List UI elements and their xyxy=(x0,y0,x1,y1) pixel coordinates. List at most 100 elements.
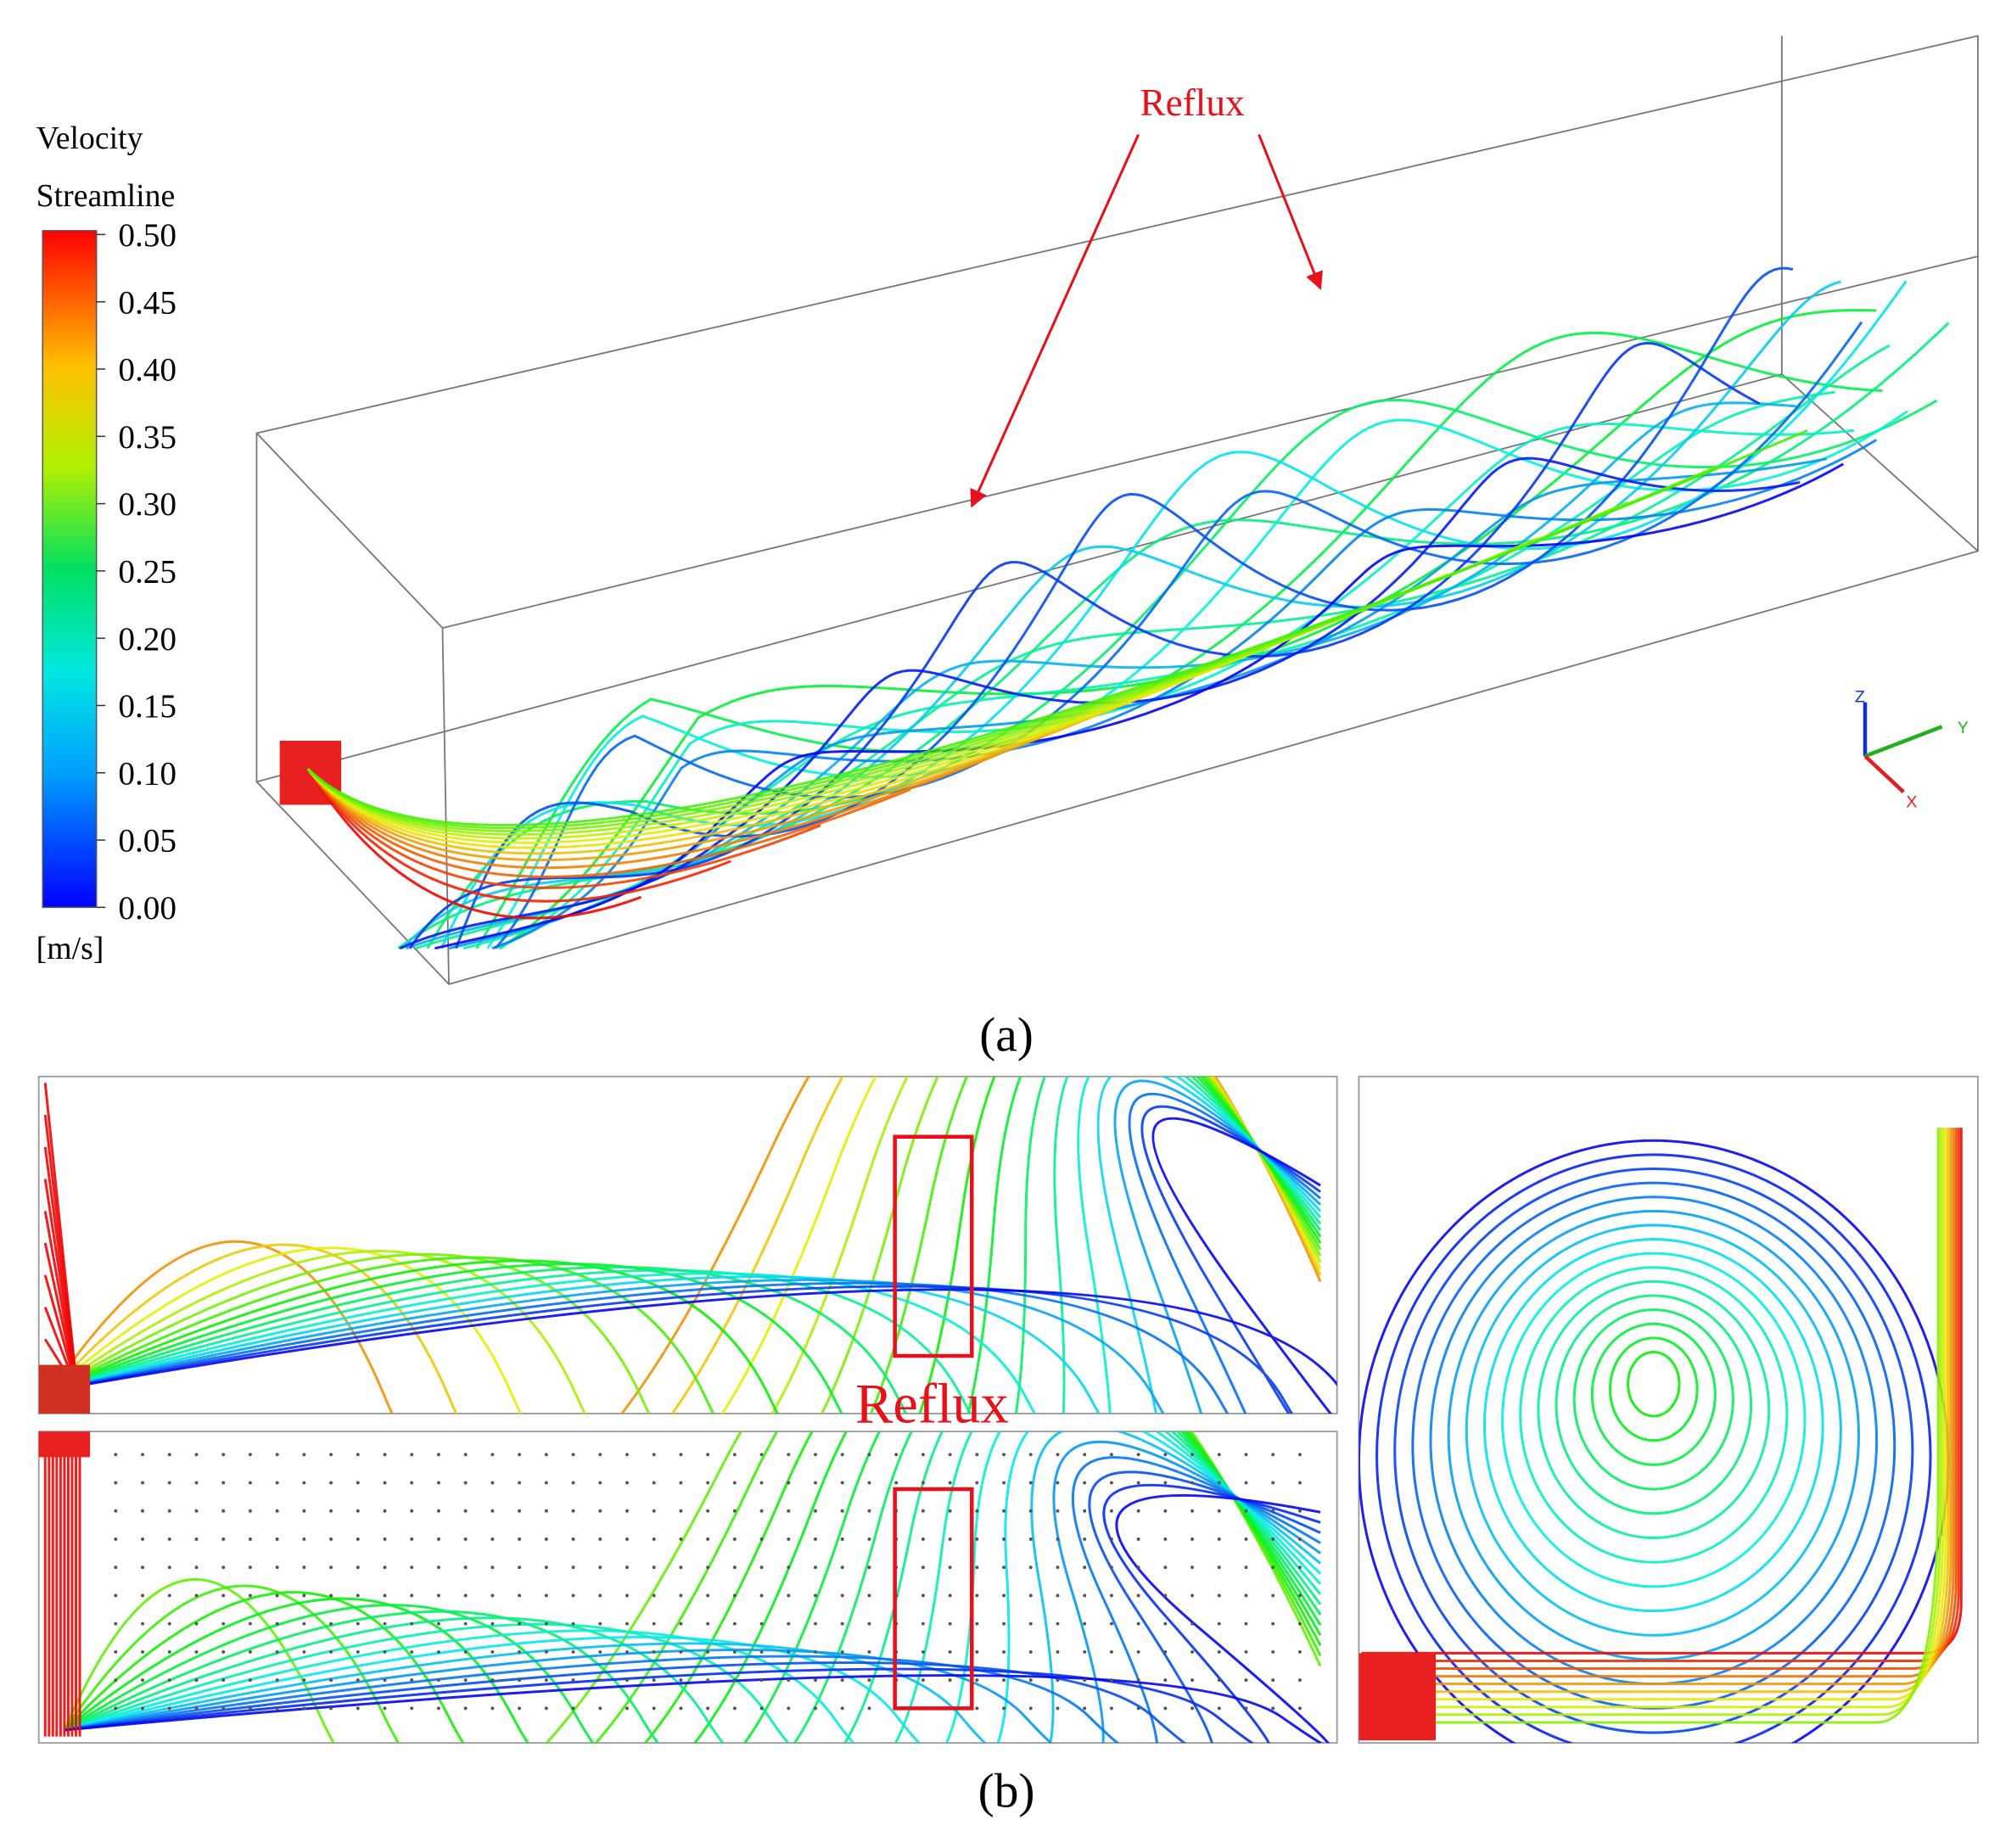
hole xyxy=(141,1565,145,1570)
hole xyxy=(410,1453,414,1457)
tick-label: 0.35 xyxy=(118,419,176,456)
hole xyxy=(1190,1537,1195,1541)
hole xyxy=(275,1537,279,1541)
hole xyxy=(759,1565,764,1570)
hole xyxy=(652,1678,656,1683)
hole xyxy=(625,1678,629,1683)
hole xyxy=(436,1537,440,1541)
colorbar xyxy=(42,230,98,909)
hole xyxy=(1002,1481,1006,1485)
hole xyxy=(1109,1706,1113,1711)
hole xyxy=(518,1481,522,1485)
hole xyxy=(1297,1481,1302,1485)
hole xyxy=(759,1453,764,1457)
hole xyxy=(571,1649,575,1654)
hole xyxy=(221,1678,226,1683)
hole xyxy=(1002,1537,1006,1541)
hole xyxy=(410,1565,414,1570)
streamline xyxy=(1361,1128,1960,1662)
hole xyxy=(679,1481,683,1485)
hole xyxy=(894,1481,899,1485)
hole xyxy=(356,1509,360,1513)
hole xyxy=(1163,1537,1168,1541)
hole xyxy=(302,1621,306,1626)
hole xyxy=(329,1537,333,1541)
hole xyxy=(518,1453,522,1457)
streamline xyxy=(64,1431,1322,1744)
hole xyxy=(598,1678,602,1683)
hole xyxy=(436,1649,440,1654)
hole xyxy=(463,1565,468,1570)
hole xyxy=(1271,1481,1275,1485)
streamline xyxy=(51,1076,1322,1414)
hole xyxy=(1083,1509,1087,1513)
hole xyxy=(356,1565,360,1570)
hole xyxy=(1271,1453,1275,1457)
hole xyxy=(518,1678,522,1683)
streamline xyxy=(1519,1266,1789,1564)
hole xyxy=(921,1678,925,1683)
streamline xyxy=(1361,1128,1950,1694)
hole xyxy=(1136,1537,1140,1541)
hole xyxy=(167,1678,171,1683)
hole xyxy=(1163,1706,1168,1711)
streamline xyxy=(51,1079,1322,1414)
hole xyxy=(732,1706,737,1711)
hole xyxy=(975,1706,979,1711)
hole xyxy=(814,1509,817,1513)
hole xyxy=(490,1593,495,1598)
hole xyxy=(787,1706,791,1711)
hole xyxy=(814,1593,817,1598)
hole xyxy=(652,1621,656,1626)
streamline xyxy=(50,1076,1322,1414)
hole xyxy=(732,1509,737,1513)
hole xyxy=(867,1593,871,1598)
hole xyxy=(759,1706,764,1711)
streamline xyxy=(306,752,1001,870)
streamline xyxy=(1537,1280,1771,1539)
hole xyxy=(787,1537,791,1541)
hole xyxy=(1163,1565,1168,1570)
hole xyxy=(329,1593,333,1598)
hole xyxy=(867,1706,871,1711)
streamline xyxy=(491,439,1878,950)
hole xyxy=(598,1593,602,1598)
hole xyxy=(571,1678,575,1683)
hole xyxy=(436,1509,440,1513)
hole xyxy=(1163,1481,1168,1485)
hole xyxy=(975,1649,979,1654)
hole xyxy=(1002,1509,1006,1513)
streamline xyxy=(63,1431,1322,1744)
hole xyxy=(114,1565,118,1570)
hole xyxy=(732,1537,737,1541)
hole xyxy=(759,1593,764,1598)
hole xyxy=(814,1621,817,1626)
streamline xyxy=(306,429,1808,826)
streamline xyxy=(306,768,911,878)
hole xyxy=(1297,1593,1302,1598)
hole xyxy=(544,1649,548,1654)
hole xyxy=(1136,1481,1140,1485)
hole xyxy=(921,1453,925,1457)
hole xyxy=(167,1593,171,1598)
legend-title: Streamline xyxy=(36,178,176,214)
streamline xyxy=(51,1076,1322,1414)
hole xyxy=(598,1509,602,1513)
hole xyxy=(329,1481,333,1485)
tick-label: 0.40 xyxy=(118,352,176,389)
hole xyxy=(732,1593,737,1598)
hole xyxy=(1109,1593,1113,1598)
hole xyxy=(114,1678,118,1683)
streamline xyxy=(306,608,1359,844)
hole xyxy=(544,1453,548,1457)
hole xyxy=(1217,1678,1221,1683)
hole xyxy=(625,1649,629,1654)
hole xyxy=(759,1481,764,1485)
hole xyxy=(625,1621,629,1626)
hole xyxy=(275,1481,279,1485)
hole xyxy=(518,1565,522,1570)
hole xyxy=(652,1649,656,1654)
tick-label: 0.45 xyxy=(118,284,176,321)
hole xyxy=(329,1621,333,1626)
